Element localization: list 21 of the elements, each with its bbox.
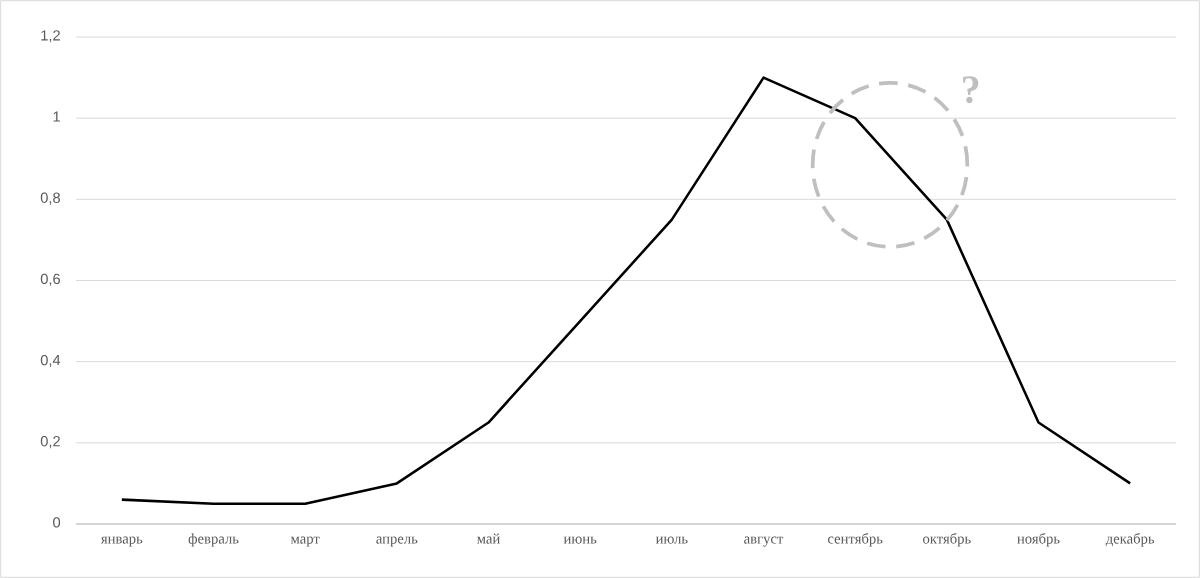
x-tick-label: ноябрь bbox=[1017, 533, 1060, 547]
y-tick-label: 0,2 bbox=[40, 436, 60, 449]
x-tick-label: февраль bbox=[188, 533, 239, 547]
x-tick-label: март bbox=[290, 536, 320, 547]
y-tick-label: 0,8 bbox=[40, 192, 60, 205]
x-tick-label: август bbox=[744, 536, 784, 547]
y-tick-label: 0,4 bbox=[40, 354, 61, 367]
x-tick-label: октябрь bbox=[923, 533, 971, 547]
x-tick-label: июнь bbox=[563, 536, 597, 544]
y-tick-label: 0,6 bbox=[40, 273, 60, 286]
x-tick-label: май bbox=[477, 533, 500, 544]
line-series bbox=[120, 76, 1132, 505]
y-tick-label: 1,2 bbox=[41, 30, 60, 43]
x-tick-label: сентябрь bbox=[827, 533, 883, 547]
x-tick-label: июль bbox=[655, 536, 688, 544]
y-tick-label: 0 bbox=[53, 517, 61, 528]
x-tick-label: январь bbox=[100, 536, 143, 547]
x-tick-label: декабрь bbox=[1105, 533, 1155, 547]
annotation: ? bbox=[963, 76, 979, 104]
y-tick-label: 1 bbox=[53, 111, 60, 122]
x-tick-label: апрель bbox=[376, 536, 418, 547]
